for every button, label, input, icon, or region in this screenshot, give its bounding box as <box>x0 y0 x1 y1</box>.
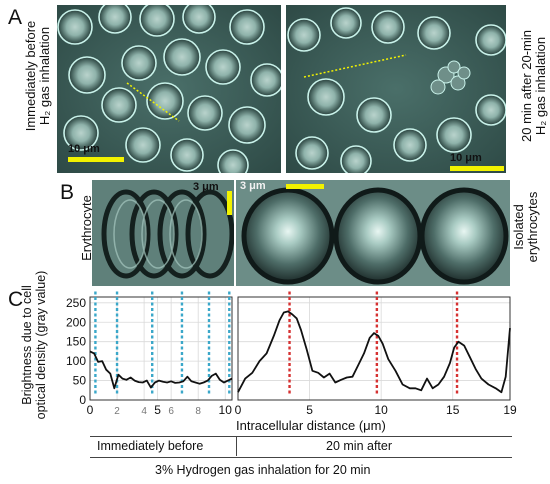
panel-a-left-caption: Immediately before H₂ gas inhalation <box>23 11 54 141</box>
footer-separator <box>236 437 237 456</box>
scale-bar-a-left <box>68 157 124 162</box>
panel-a-right-caption-line2: H₂ gas inhalation <box>533 36 548 136</box>
right-chart-x-tick-label-3: 15 <box>446 403 460 417</box>
x-axis-label: Intracellular distance (μm) <box>236 418 386 433</box>
panel-b-right-caption-line1: Isolated <box>511 204 526 250</box>
footer-divider-top <box>90 436 512 437</box>
micrograph-aggregate <box>92 180 234 286</box>
panel-label-a: A <box>8 6 23 29</box>
micrograph-isolated <box>236 180 510 286</box>
left-chart-series-line <box>89 350 233 390</box>
right-chart-series-line <box>237 310 511 394</box>
left-chart-x-tick-label-1: 5 <box>154 403 161 417</box>
right-chart-x-tick-label-0: 0 <box>235 403 242 417</box>
left-chart-x-minor-tick-label-0: 2 <box>114 406 120 417</box>
left-chart-x-tick-label-0: 0 <box>87 403 94 417</box>
scale-label-a-left: 10 μm <box>68 143 100 155</box>
footer-inhalation-label: 3% Hydrogen gas inhalation for 20 min <box>155 463 371 477</box>
scale-bar-b-left <box>227 191 232 215</box>
y-tick-label-5: 250 <box>66 296 86 310</box>
left-chart-frame <box>89 296 233 401</box>
y-tick-label-1: 50 <box>73 374 87 388</box>
brightness-chart: 0 50 100 150 200 250 0 5 10 2 4 6 8 0 5 10 15 19 <box>66 290 517 417</box>
right-chart-x-tick-label-2: 10 <box>374 403 388 417</box>
panel-a-left-caption-line1: Immediately before <box>23 20 38 132</box>
footer-divider-bottom <box>90 457 512 458</box>
right-chart-x-tick-label-4: 19 <box>503 403 517 417</box>
y-axis-label: Brightness due to cell optical density (… <box>20 260 50 430</box>
left-chart-x-minor-tick-label-2: 6 <box>168 406 174 417</box>
panel-a-right-caption-line1: 20 min after 20-min <box>519 30 534 142</box>
y-tick-label-4: 200 <box>66 315 86 329</box>
right-chart-x-tick-label-1: 5 <box>306 403 313 417</box>
scale-label-b-left: 3 μm <box>193 181 219 193</box>
panel-a-left-caption-line2: H₂ gas inhalation <box>37 26 52 126</box>
panel-a-right-caption: 20 min after 20-min H₂ gas inhalation <box>519 21 550 151</box>
panel-label-c: C <box>8 288 24 311</box>
y-axis-label-line2: optical density (gray value) <box>34 270 48 420</box>
scale-label-a-right: 10 μm <box>450 152 482 164</box>
y-axis-label-line1: Brightness due to cell <box>20 285 34 405</box>
y-tick-label-0: 0 <box>79 393 86 407</box>
y-tick-label-3: 150 <box>66 335 86 349</box>
footer-before-label: Immediately before <box>97 439 204 453</box>
micrograph-before <box>57 5 281 173</box>
panel-b-right-caption: Isolated erythrocytes <box>511 187 542 267</box>
right-chart-frame <box>237 296 511 401</box>
panel-label-b: B <box>60 181 75 204</box>
panel-b-right-caption-line2: erythrocytes <box>525 191 540 263</box>
left-chart-x-tick-label-2: 10 <box>219 403 233 417</box>
footer-after-label: 20 min after <box>326 439 393 453</box>
scale-bar-b-right <box>286 184 324 189</box>
left-chart-x-minor-tick-label-3: 8 <box>195 406 201 417</box>
y-tick-label-2: 100 <box>66 354 86 368</box>
scale-label-b-right: 3 μm <box>240 180 266 192</box>
scale-bar-a-right <box>450 166 504 171</box>
left-chart-x-minor-tick-label-1: 4 <box>141 406 147 417</box>
micrograph-after <box>286 5 506 173</box>
